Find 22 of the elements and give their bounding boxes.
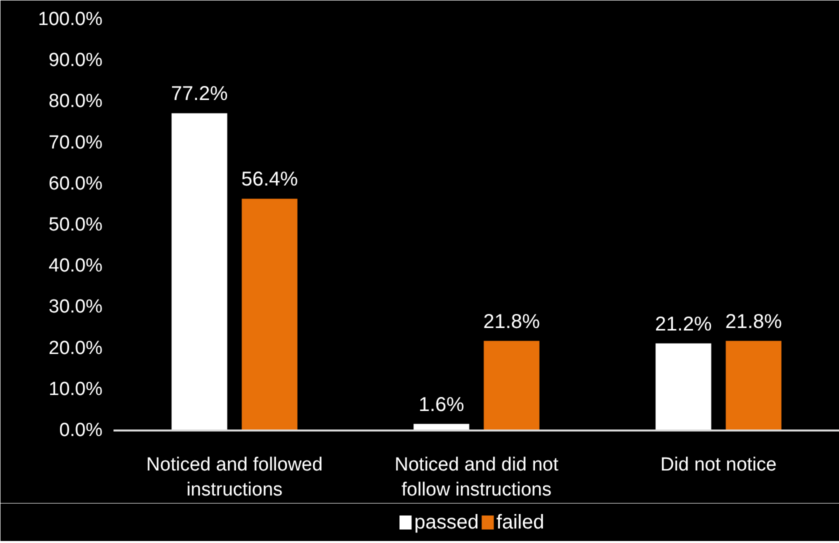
data-label: 1.6% [418, 394, 464, 416]
data-label: 21.8% [725, 310, 782, 333]
y-tick-label: 100.0% [38, 9, 103, 30]
y-tick-label: 50.0% [48, 214, 103, 236]
x-tick-label: Did not notice [660, 454, 777, 476]
data-label: 77.2% [171, 83, 228, 106]
data-label: 21.8% [483, 310, 540, 333]
x-tick-label: Noticed and followed instructions [146, 454, 323, 501]
legend-label: passed [414, 512, 479, 534]
y-tick-label: 0.0% [59, 420, 103, 441]
y-tick-label: 40.0% [48, 256, 103, 277]
y-tick-label: 80.0% [48, 91, 103, 112]
y-tick-label: 90.0% [48, 50, 103, 72]
y-tick-label: 70.0% [48, 132, 103, 154]
x-tick-label: Noticed and did not follow instructions [394, 454, 560, 501]
y-tick-label: 60.0% [48, 173, 103, 194]
legend-label: failed [496, 512, 544, 534]
data-label: 21.2% [655, 313, 712, 336]
data-label: 56.4% [241, 168, 298, 191]
y-tick-label: 30.0% [48, 296, 103, 318]
y-tick-label: 10.0% [48, 378, 103, 400]
y-tick-label: 20.0% [48, 338, 103, 359]
